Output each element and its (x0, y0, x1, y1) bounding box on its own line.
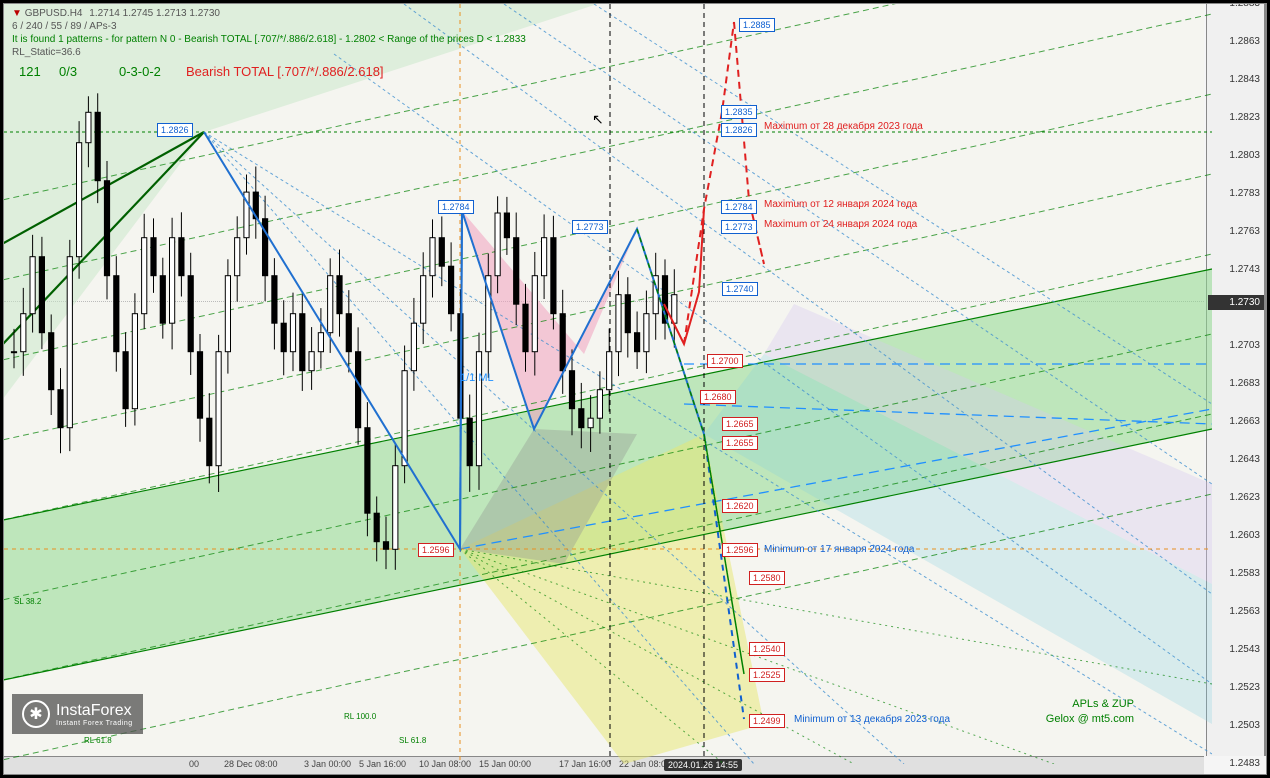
y-tick: 1.2523 (1229, 682, 1260, 693)
y-tick: 1.2603 (1229, 530, 1260, 541)
price-label: 1.2620 (722, 499, 758, 513)
y-tick: 1.2503 (1229, 720, 1260, 731)
chart-svg-candles (4, 4, 1212, 764)
y-tick: 1.2543 (1229, 644, 1260, 655)
price-label: 1.2580 (749, 571, 785, 585)
chart-ohlc: 1.2714 1.2745 1.2713 1.2730 (89, 8, 220, 19)
price-label: 1.2596 (418, 543, 454, 557)
y-tick: 1.2883 (1229, 3, 1260, 9)
annotation-text: Maximum от 28 декабря 2023 года (764, 121, 923, 132)
y-tick: 1.2743 (1229, 264, 1260, 275)
sl-label: SL 38.2 (14, 597, 41, 606)
watermark: APLs & ZUP Gelox @ mt5.com (1046, 697, 1134, 726)
watermark-line2: Gelox @ mt5.com (1046, 712, 1134, 726)
hdr-num-c: 0-3-0-2 (119, 64, 161, 79)
price-label: 1.2885 (739, 18, 775, 32)
price-label: 1.2499 (749, 714, 785, 728)
y-tick: 1.2623 (1229, 492, 1260, 503)
y-tick: 1.2823 (1229, 112, 1260, 123)
price-label: 1.2680 (700, 390, 736, 404)
price-label: 1.2773 (572, 220, 608, 234)
logo-name: InstaForex (56, 702, 133, 720)
annotation-text: Maximum от 24 января 2024 года (764, 219, 917, 230)
sl-label: SL 61.8 (399, 736, 426, 745)
y-tick: 1.2703 (1229, 340, 1260, 351)
annotation-text: Minimum от 17 января 2024 года (764, 544, 914, 555)
chart-pattern-info: It is found 1 patterns - for pattern N 0… (12, 34, 526, 45)
y-tick: 1.2843 (1229, 74, 1260, 85)
annotation-text: Maximum от 12 января 2024 года (764, 199, 917, 210)
price-label: 1.2596 (722, 543, 758, 557)
y-axis: 1.2883 1.2863 1.2843 1.2823 1.2803 1.2783 1.27… (1206, 4, 1266, 756)
annotation-text: Minimum от 13 декабря 2023 года (794, 714, 950, 725)
y-tick: 1.2583 (1229, 568, 1260, 579)
y-tick: 1.2783 (1229, 188, 1260, 199)
sl-label: RL 100.0 (344, 712, 376, 721)
chart-symbol: GBPUSD.H4 (25, 8, 83, 19)
price-label: 1.2773 (721, 220, 757, 234)
price-label: 1.2700 (707, 354, 743, 368)
y-tick: 1.2763 (1229, 226, 1260, 237)
chart-window: ▼ GBPUSD.H4 1.2714 1.2745 1.2713 1.2730 … (0, 0, 1270, 778)
logo-tagline: Instant Forex Trading (56, 720, 133, 727)
y-tick: 1.2683 (1229, 378, 1260, 389)
price-label: 1.2826 (721, 123, 757, 137)
current-price-badge: 1.2730 (1208, 295, 1264, 310)
watermark-line1: APLs & ZUP (1046, 697, 1134, 711)
price-label: 1.2540 (749, 642, 785, 656)
price-label: 1.2655 (722, 436, 758, 450)
sl-label: RL 61.8 (84, 736, 112, 745)
chart-frame: ▼ GBPUSD.H4 1.2714 1.2745 1.2713 1.2730 … (3, 3, 1267, 775)
y-tick: 1.2643 (1229, 454, 1260, 465)
hdr-num-a: 121 (19, 64, 41, 79)
price-label: 1.2835 (721, 105, 757, 119)
chart-plot-area[interactable]: ▼ GBPUSD.H4 1.2714 1.2745 1.2713 1.2730 … (4, 4, 1204, 756)
broker-logo: ✱ InstaForex Instant Forex Trading (12, 694, 143, 734)
cursor-icon: ↖ (592, 111, 604, 128)
logo-icon: ✱ (22, 700, 50, 728)
chart-params: 6 / 240 / 55 / 89 / APs-3 (12, 21, 117, 32)
y-tick: 1.2863 (1229, 36, 1260, 47)
y-tick: 1.2563 (1229, 606, 1260, 617)
price-label: 1.2784 (721, 200, 757, 214)
hdr-num-b: 0/3 (59, 64, 77, 79)
price-label: 1.2740 (722, 282, 758, 296)
ml-label: 1/1 ML (460, 372, 494, 384)
y-tick: 1.2663 (1229, 416, 1260, 427)
chart-symbol-arrow: ▼ (12, 8, 25, 19)
y-tick: 1.2483 (1229, 758, 1260, 769)
y-tick: 1.2803 (1229, 150, 1260, 161)
price-label: 1.2826 (157, 123, 193, 137)
chart-rl-static: RL_Static=36.6 (12, 47, 81, 58)
price-label: 1.2665 (722, 417, 758, 431)
price-label: 1.2784 (438, 200, 474, 214)
pattern-label: Bearish TOTAL [.707/*/.886/2.618] (186, 64, 384, 79)
price-label: 1.2525 (749, 668, 785, 682)
